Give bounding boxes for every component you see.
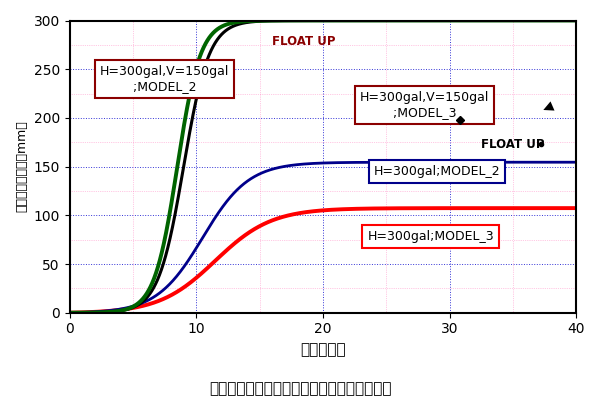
Text: FLOAT UP: FLOAT UP [272,36,336,48]
Text: H=300gal;MODEL_2: H=300gal;MODEL_2 [374,165,500,178]
Text: FLOAT UP: FLOAT UP [481,138,545,151]
X-axis label: 時間（秒）: 時間（秒） [300,342,346,357]
Y-axis label: パイプの浮上量（mm）: パイプの浮上量（mm） [15,121,28,212]
Text: H=300gal,V=150gal
;MODEL_2: H=300gal,V=150gal ;MODEL_2 [100,65,229,93]
Text: H=300gal;MODEL_3: H=300gal;MODEL_3 [367,230,494,243]
Text: H=300gal,V=150gal
;MODEL_3: H=300gal,V=150gal ;MODEL_3 [359,91,489,119]
Text: 図３パイプの浮上速度　（鲛直振動の影響）: 図３パイプの浮上速度 （鲛直振動の影響） [209,381,391,396]
